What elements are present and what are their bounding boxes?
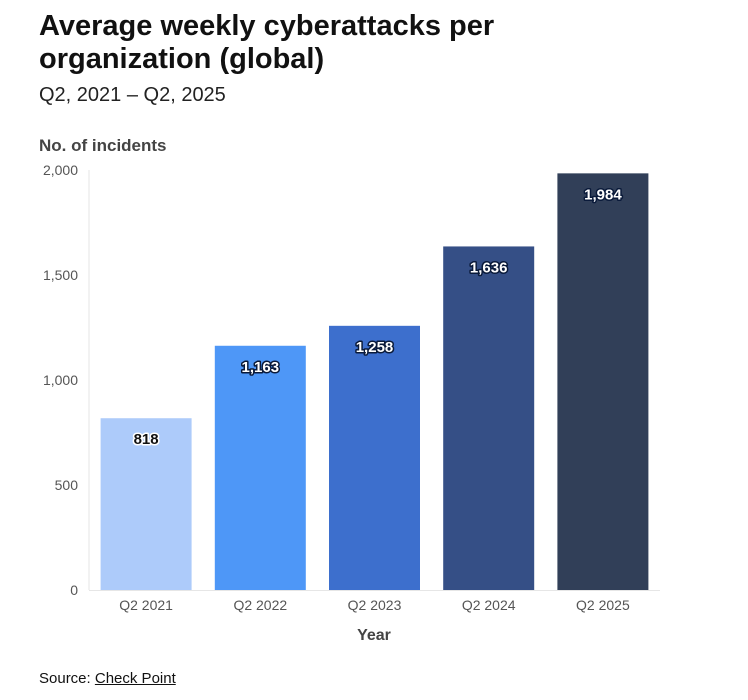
bar-value-label: 1,258	[356, 339, 394, 356]
y-tick-label: 2,000	[43, 162, 78, 178]
x-tick-label: Q2 2022	[233, 597, 287, 613]
y-axis-title: No. of incidents	[39, 136, 167, 155]
x-axis: Q2 2021 Q2 2022 Q2 2023 Q2 2024 Q2 2025	[89, 590, 660, 613]
bar-value-label: 1,163	[242, 359, 280, 376]
chart-title: Average weekly cyberattacks per organiza…	[39, 10, 495, 75]
y-axis: 0 500 1,000 1,500 2,000	[43, 162, 90, 598]
source-prefix: Source:	[39, 670, 91, 687]
x-tick-label: Q2 2021	[119, 597, 173, 613]
bars-group: 818 1,163 1,258 1,636 1,984	[100, 173, 649, 591]
y-tick-label: 500	[55, 477, 79, 493]
bar-q2-2024	[443, 246, 535, 590]
source-note: Source: Check Point	[39, 670, 176, 687]
source-link[interactable]: Check Point	[94, 670, 176, 687]
bar-chart: 0 500 1,000 1,500 2,000 818 1,163 1,258 1,636 1,…	[43, 162, 660, 644]
chart-subtitle: Q2, 2021 – Q2, 2025	[39, 84, 226, 106]
y-tick-label: 1,000	[43, 372, 78, 388]
x-tick-label: Q2 2023	[348, 597, 402, 613]
y-tick-label: 0	[70, 582, 78, 598]
bar-q2-2022	[214, 345, 306, 590]
bar-q2-2025	[557, 173, 649, 591]
bar-q2-2023	[329, 325, 420, 590]
x-tick-label: Q2 2025	[576, 597, 630, 613]
y-tick-label: 1,500	[43, 267, 78, 283]
bar-value-label: 818	[134, 431, 159, 448]
bar-q2-2021	[100, 418, 192, 590]
x-tick-label: Q2 2024	[462, 597, 516, 613]
bar-value-label: 1,636	[470, 259, 508, 276]
bar-value-label: 1,984	[584, 186, 622, 203]
x-axis-title: Year	[357, 627, 391, 644]
